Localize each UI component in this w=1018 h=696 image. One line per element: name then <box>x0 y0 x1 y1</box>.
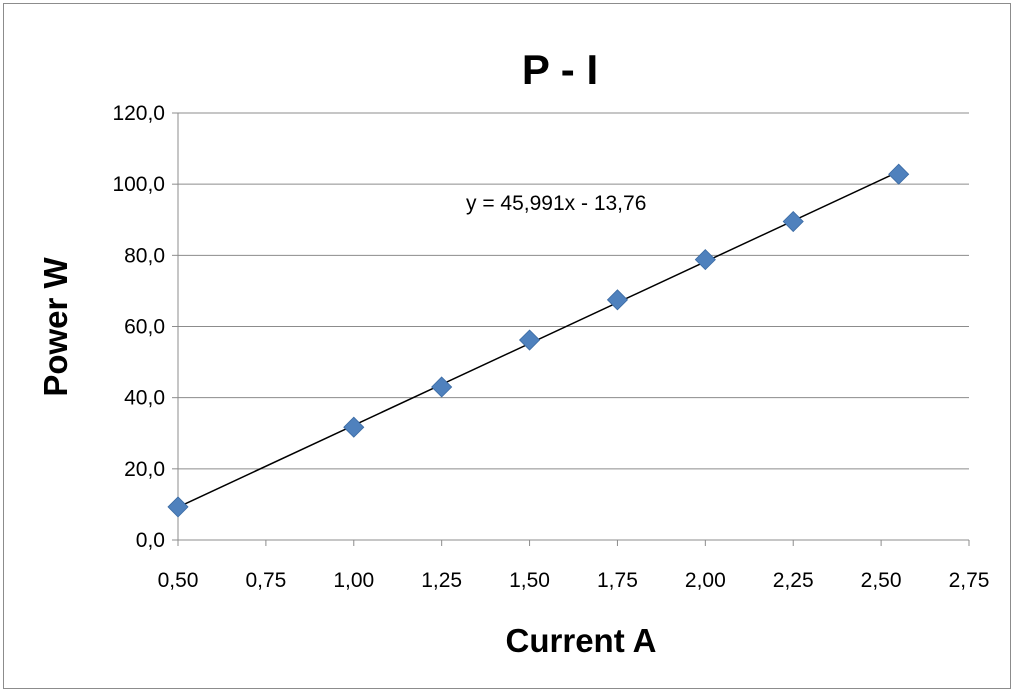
x-tick-label: 0,50 <box>158 569 199 592</box>
x-tick-label: 1,50 <box>509 569 550 592</box>
y-axis-title: Power W <box>37 256 74 396</box>
x-tick-label: 2,25 <box>773 569 814 592</box>
chart-title: P - I <box>522 46 598 93</box>
x-tick-label: 0,75 <box>245 569 286 592</box>
x-tick-label: 2,00 <box>685 569 726 592</box>
tick-labels: 0,0 20,0 40,0 60,0 80,0 100,0 120,0 0,50 0,75 1,0… <box>112 102 989 592</box>
chart-frame <box>3 3 1011 689</box>
y-tick-label: 80,0 <box>124 244 165 267</box>
y-tick-label: 100,0 <box>112 173 165 196</box>
data-point <box>431 376 453 398</box>
x-axis-title: Current A <box>506 622 657 659</box>
axes <box>172 112 970 546</box>
data-point <box>343 416 365 438</box>
data-point <box>782 210 804 233</box>
y-tick-label: 40,0 <box>124 387 165 410</box>
trendline-equation: y = 45,991x - 13,76 <box>466 192 646 215</box>
data-point <box>606 289 629 311</box>
y-tick-label: 60,0 <box>124 316 165 339</box>
x-tick-label: 1,25 <box>421 569 462 592</box>
x-tick-label: 1,00 <box>333 569 374 592</box>
data-point <box>888 163 910 185</box>
y-tick-label: 20,0 <box>124 458 165 481</box>
x-tick-label: 2,50 <box>861 569 902 592</box>
data-point <box>694 249 716 271</box>
y-tick-label: 120,0 <box>112 102 165 125</box>
gridlines <box>178 112 969 470</box>
data-points <box>167 163 910 518</box>
x-tick-label: 2,75 <box>949 569 990 592</box>
x-tick-label: 1,75 <box>597 569 638 592</box>
y-tick-label: 0,0 <box>136 529 165 552</box>
data-point <box>518 329 541 351</box>
data-point <box>167 496 189 518</box>
